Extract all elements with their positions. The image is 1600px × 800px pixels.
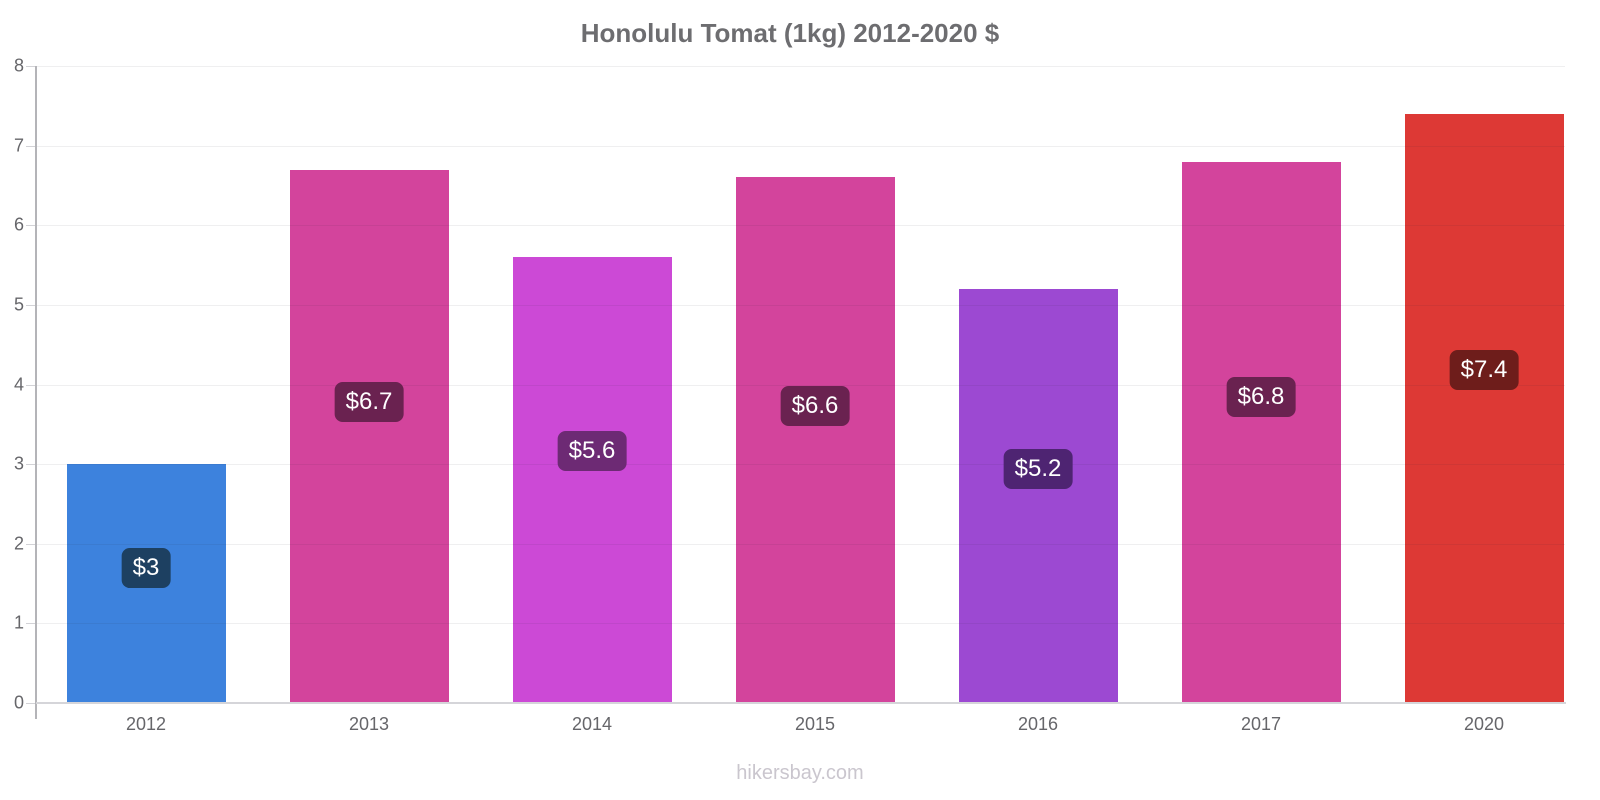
x-tick-label-2020: 2020 <box>1463 714 1505 734</box>
y-tick-label-2: 2 <box>13 533 24 554</box>
value-badge-2013: $6.7 <box>334 381 404 422</box>
y-tick-label-4: 4 <box>13 374 24 394</box>
y-tick-0 <box>26 703 35 704</box>
y-tick-label-5: 5 <box>13 294 24 315</box>
bar-2016[interactable] <box>958 288 1118 703</box>
y-tick-7 <box>26 145 35 147</box>
y-tick-label-6: 6 <box>13 214 24 235</box>
y-tick-label-8: 8 <box>13 55 24 76</box>
y-tick-5 <box>26 304 35 306</box>
gridline-1 <box>36 623 1565 625</box>
y-tick-1 <box>26 623 35 625</box>
y-tick-label-0: 0 <box>13 692 24 713</box>
value-badge-2014: $5.6 <box>557 431 627 472</box>
y-tick-4 <box>26 384 35 386</box>
value-badge-2016: $5.2 <box>1003 449 1073 490</box>
watermark: hikersbay.com <box>736 762 864 784</box>
x-tick-label-2013: 2013 <box>348 714 390 734</box>
bar-2017[interactable] <box>1181 161 1341 703</box>
value-badge-2020: $7.4 <box>1449 350 1519 391</box>
bar-2015[interactable] <box>735 177 895 703</box>
bar-2014[interactable] <box>512 257 672 703</box>
y-axis-line <box>35 66 37 719</box>
x-tick-label-2015: 2015 <box>794 714 836 734</box>
x-tick-label-2012: 2012 <box>125 714 167 734</box>
y-tick-8 <box>26 66 35 67</box>
value-badge-2017: $6.8 <box>1226 377 1296 418</box>
y-tick-6 <box>26 225 35 227</box>
y-tick-label-7: 7 <box>13 135 24 156</box>
y-tick-2 <box>26 543 35 545</box>
y-tick-label-1: 1 <box>13 612 24 633</box>
gridline-8 <box>36 66 1565 67</box>
y-tick-3 <box>26 464 35 466</box>
gridline-3 <box>36 464 1565 466</box>
x-tick-label-2016: 2016 <box>1017 714 1059 734</box>
value-badge-2012: $3 <box>121 548 171 589</box>
value-badge-2015: $6.6 <box>780 386 850 427</box>
gridline-2 <box>36 543 1565 545</box>
gridline-4 <box>36 384 1565 386</box>
gridline-6 <box>36 225 1565 227</box>
x-axis-baseline <box>36 702 1566 704</box>
gridline-7 <box>36 145 1565 147</box>
y-tick-label-3: 3 <box>13 453 24 474</box>
x-tick-label-2014: 2014 <box>571 714 613 734</box>
x-tick-label-2017: 2017 <box>1240 714 1282 734</box>
gridline-5 <box>36 304 1565 306</box>
bar-2020[interactable] <box>1404 113 1564 703</box>
bar-2013[interactable] <box>289 169 449 703</box>
chart-title: Honolulu Tomat (1kg) 2012-2020 $ <box>580 18 1000 48</box>
